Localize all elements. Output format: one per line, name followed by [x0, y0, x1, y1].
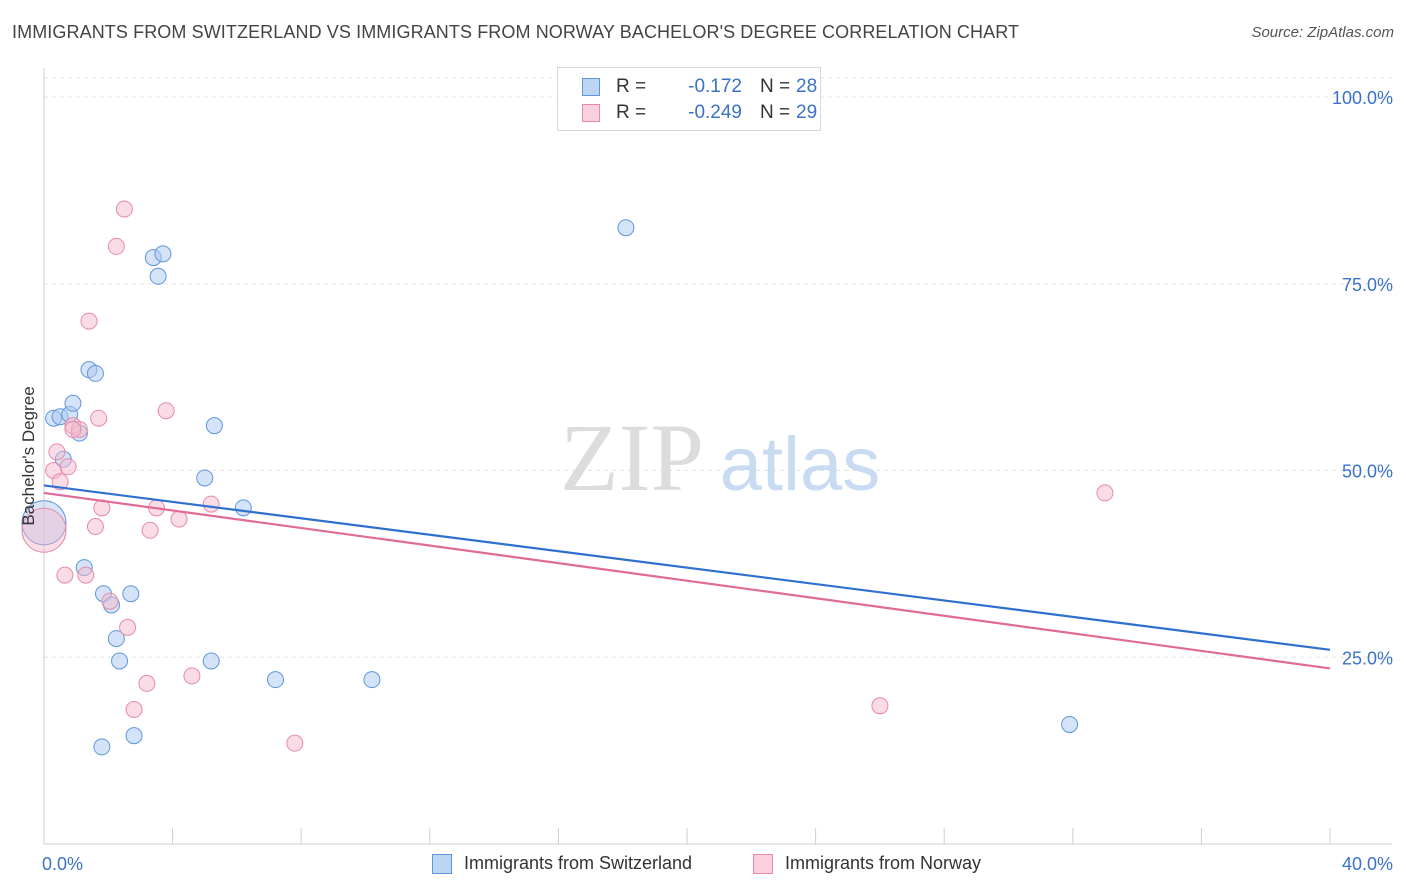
- stats-box: R = -0.172 N = 28 R = -0.249 N = 29: [557, 67, 821, 131]
- swiss-point: [64, 394, 82, 412]
- norway-point: [64, 420, 82, 438]
- switzerland-swatch: [582, 78, 600, 96]
- y-tick-label: 50.0%: [1342, 462, 1393, 482]
- swiss-point: [86, 364, 104, 382]
- norway-point: [56, 566, 74, 584]
- swiss-point: [363, 671, 381, 689]
- norway-point: [48, 443, 66, 461]
- chart-title: IMMIGRANTS FROM SWITZERLAND VS IMMIGRANT…: [12, 22, 1020, 42]
- swiss-point: [21, 500, 67, 546]
- swiss-point: [107, 630, 125, 648]
- norway-point: [80, 312, 98, 330]
- swiss-point: [202, 652, 220, 670]
- y-tick-label: 75.0%: [1342, 275, 1393, 295]
- swiss-point: [154, 245, 172, 263]
- norway-point: [1096, 484, 1114, 502]
- r-label: R =: [616, 102, 647, 123]
- norway-point: [115, 200, 133, 218]
- norway-point: [157, 402, 175, 420]
- norway-point: [107, 237, 125, 255]
- norway-point: [119, 618, 137, 636]
- norway-point: [871, 697, 889, 715]
- norway-point: [183, 667, 201, 685]
- swiss-point: [149, 267, 167, 285]
- n-value: 29: [796, 102, 818, 123]
- norway-trend-line: [43, 491, 1331, 670]
- trend-layer: [43, 484, 1331, 670]
- norway-point: [21, 507, 67, 553]
- norway-point: [51, 473, 69, 491]
- swiss-point: [122, 585, 140, 603]
- swiss-trend-line: [43, 484, 1331, 651]
- norway-point: [202, 495, 220, 513]
- legend-norway-label: Immigrants from Norway: [785, 853, 982, 873]
- swiss-point: [234, 499, 252, 517]
- swiss-point: [196, 469, 214, 487]
- watermark-zip: ZIP: [560, 404, 704, 511]
- norway-point: [141, 521, 159, 539]
- norway-swatch: [582, 104, 600, 122]
- points-layer: [21, 200, 1114, 756]
- swiss-point: [125, 727, 143, 745]
- x-tick-label: 40.0%: [1342, 854, 1393, 874]
- norway-point: [77, 566, 95, 584]
- tick-label-layer: 25.0% 50.0% 75.0% 100.0% 0.0% 40.0%: [42, 88, 1393, 874]
- grid-layer: [44, 77, 1392, 658]
- source-label: Source: ZipAtlas.com: [1251, 24, 1394, 41]
- swiss-point: [1061, 715, 1079, 733]
- n-value: 28: [796, 76, 818, 97]
- r-value: -0.249: [688, 102, 742, 123]
- norway-point: [59, 458, 77, 476]
- n-label: N =: [760, 76, 791, 97]
- n-label: N =: [760, 102, 791, 123]
- norway-point: [101, 592, 119, 610]
- axis-layer: [43, 68, 1392, 845]
- legend-norway-swatch: [753, 854, 773, 874]
- swiss-point: [205, 417, 223, 435]
- norway-point: [138, 674, 156, 692]
- swiss-point: [266, 671, 284, 689]
- swiss-point: [617, 219, 635, 237]
- r-value: -0.172: [688, 76, 742, 97]
- x-tick-label: 0.0%: [42, 854, 83, 874]
- swiss-point: [111, 652, 129, 670]
- watermark: ZIP atlas: [560, 404, 880, 511]
- norway-point: [286, 734, 304, 752]
- y-tick-label: 100.0%: [1332, 88, 1393, 108]
- watermark-atlas: atlas: [720, 422, 881, 507]
- legend-switzerland-label: Immigrants from Switzerland: [464, 853, 693, 873]
- y-tick-label: 25.0%: [1342, 648, 1393, 668]
- swiss-point: [93, 738, 111, 756]
- norway-point: [170, 510, 188, 528]
- norway-point: [90, 409, 108, 427]
- legend-switzerland-swatch: [432, 854, 452, 874]
- y-axis-label: Bachelor's Degree: [19, 386, 38, 526]
- r-label: R =: [616, 76, 647, 97]
- norway-point: [86, 518, 104, 536]
- norway-point: [125, 701, 143, 719]
